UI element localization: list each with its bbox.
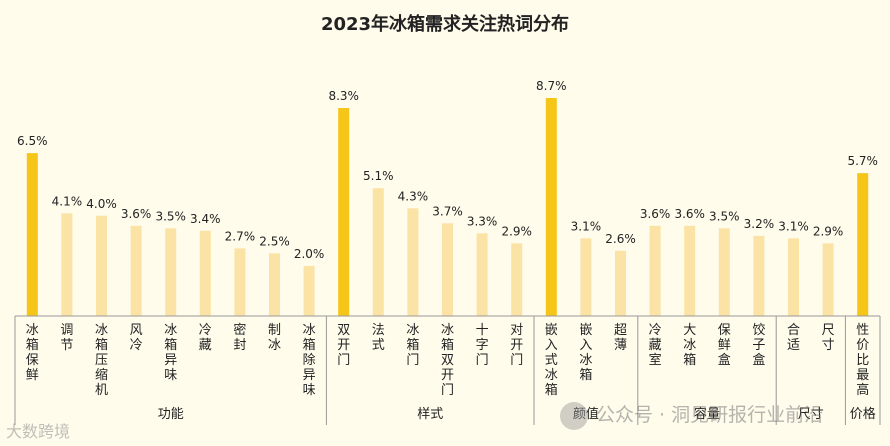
value-label: 2.9%	[813, 224, 844, 238]
category-label: 保鲜盒	[718, 323, 731, 368]
bar	[649, 225, 661, 316]
value-label: 2.0%	[294, 247, 325, 261]
bar	[407, 208, 419, 316]
category-label: 冷藏室	[649, 323, 662, 368]
bar	[684, 225, 696, 316]
value-label: 8.3%	[328, 89, 359, 103]
value-label: 2.6%	[605, 232, 636, 246]
bar	[269, 253, 280, 316]
category-label: 十字门	[476, 323, 489, 368]
value-label: 8.7%	[536, 79, 567, 93]
value-label: 3.5%	[709, 209, 740, 223]
value-label: 2.9%	[501, 224, 532, 238]
bar	[96, 215, 107, 316]
group-label: 功能	[158, 407, 184, 422]
value-label: 4.3%	[398, 189, 429, 203]
wechat-icon	[560, 401, 588, 430]
category-label: 嵌入冰箱	[579, 323, 592, 383]
value-label: 3.6%	[640, 207, 671, 221]
value-label: 3.5%	[155, 209, 186, 223]
value-label: 3.1%	[571, 219, 602, 233]
category-label: 冷藏	[199, 323, 212, 353]
category-label: 冰箱异味	[164, 323, 177, 383]
logo-text: 大数跨境	[6, 422, 71, 441]
category-label: 饺子盒	[752, 323, 765, 368]
category-label: 密封	[233, 322, 246, 353]
bar	[753, 235, 765, 316]
category-label: 嵌入式冰箱	[545, 323, 558, 398]
value-label: 4.1%	[52, 194, 83, 208]
category-label: 尺寸	[822, 323, 835, 353]
bar	[857, 173, 869, 316]
bar	[442, 223, 453, 316]
category-label: 冰箱保鲜	[26, 323, 39, 383]
bar	[476, 233, 488, 316]
bar	[615, 250, 626, 316]
category-label: 调节	[60, 323, 73, 353]
value-label: 6.5%	[17, 134, 48, 148]
bar	[199, 230, 211, 316]
watermark-text: 公众号 · 洞见研报行业前沿	[596, 404, 824, 426]
bar	[580, 238, 592, 316]
bar	[130, 225, 142, 316]
value-label: 4.0%	[86, 197, 117, 211]
bar	[234, 248, 246, 316]
bar	[822, 243, 834, 316]
category-label: 制冰	[268, 323, 281, 353]
category-label: 性价比最高	[856, 323, 869, 398]
category-label: 超薄	[614, 323, 627, 353]
value-label: 3.6%	[674, 207, 705, 221]
value-label: 2.7%	[225, 229, 256, 243]
bar	[511, 243, 523, 316]
group-label: 样式	[417, 407, 443, 422]
bar	[165, 228, 177, 316]
group-label: 价格	[850, 406, 876, 422]
bar	[26, 153, 38, 316]
category-label: 合适	[787, 323, 800, 353]
bar	[788, 238, 799, 316]
category-label: 冰箱双开门	[441, 323, 454, 398]
bar	[61, 213, 73, 316]
bar	[338, 108, 350, 317]
watermark: 公众号 · 洞见研报行业前沿	[560, 400, 823, 430]
category-label: 冰箱门	[406, 323, 419, 368]
value-label: 3.2%	[744, 217, 775, 231]
category-label: 大冰箱	[683, 323, 696, 368]
value-label: 2.5%	[259, 234, 290, 248]
bar	[718, 228, 730, 316]
value-label: 3.6%	[121, 207, 152, 221]
bar	[372, 188, 384, 316]
bar	[303, 265, 315, 316]
category-label: 冰箱压缩机	[95, 323, 108, 398]
value-label: 3.3%	[467, 214, 498, 228]
bar	[545, 98, 557, 316]
group-label: 颜值	[573, 406, 599, 422]
value-label: 3.7%	[432, 204, 463, 218]
value-label: 3.4%	[190, 212, 221, 226]
value-label: 3.1%	[778, 219, 809, 233]
category-label: 法式	[372, 323, 385, 353]
group-label: 容量	[694, 406, 720, 422]
category-label: 冰箱除异味	[303, 323, 316, 398]
category-label: 双开门	[337, 323, 350, 368]
value-label: 5.1%	[363, 169, 394, 183]
category-label: 对开门	[510, 323, 523, 368]
value-label: 5.7%	[847, 154, 878, 168]
group-label: 尺寸	[798, 407, 824, 422]
category-label: 风冷	[130, 323, 143, 353]
logo: 大数跨境	[6, 418, 70, 442]
chart-title: 2023年冰箱需求关注热词分布	[321, 13, 569, 35]
